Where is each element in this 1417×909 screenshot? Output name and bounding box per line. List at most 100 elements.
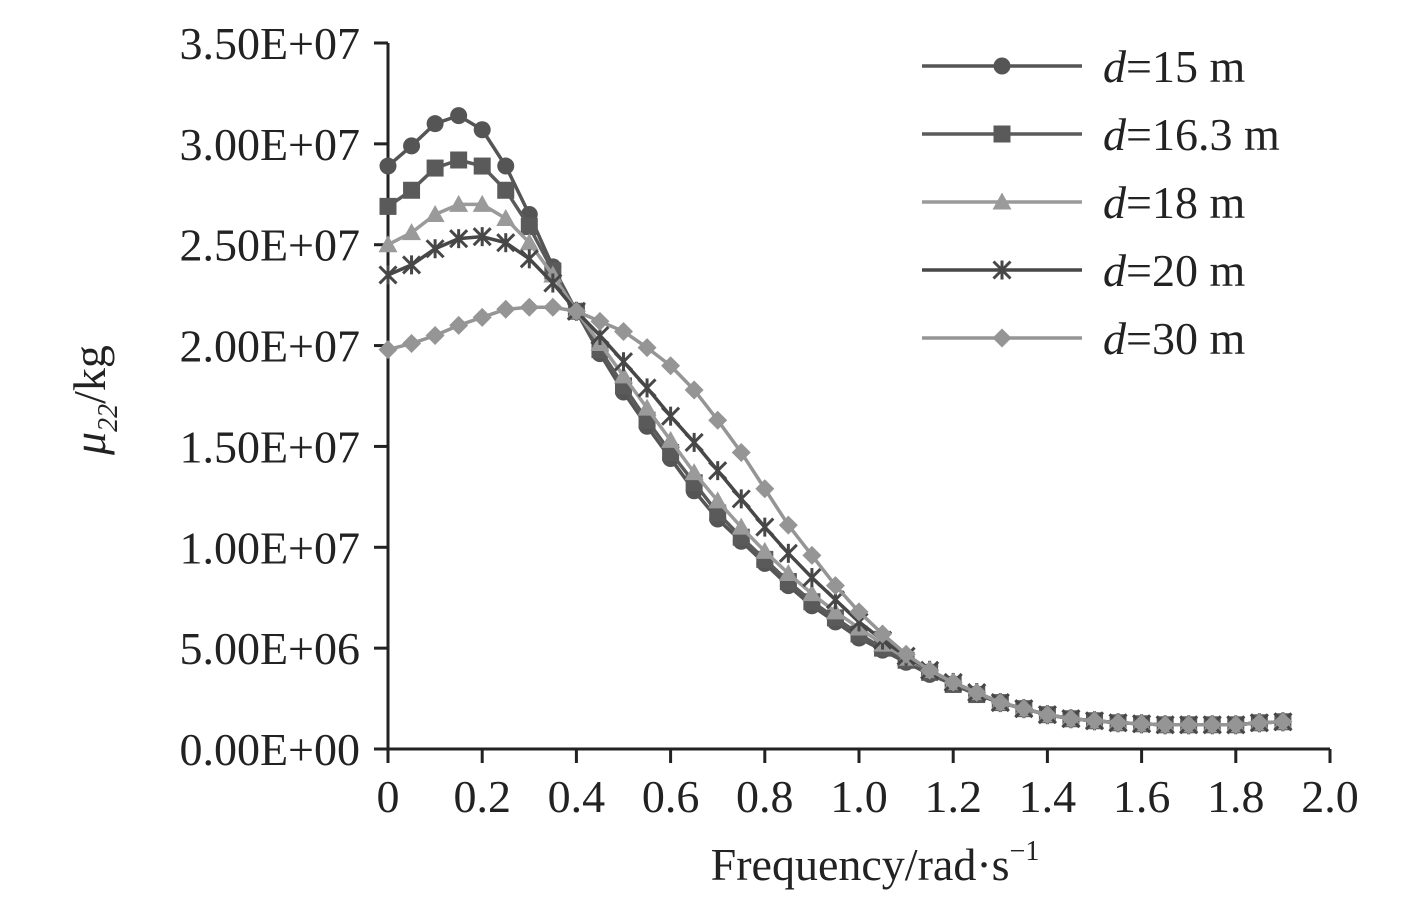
x-axis-title: Frequency/rad·s−1 — [711, 836, 1040, 890]
data-point — [378, 340, 398, 360]
y-tick-label: 2.50E+07 — [179, 220, 360, 271]
y-tick-label: 1.00E+07 — [179, 522, 360, 573]
x-tick-label: 1.0 — [830, 771, 888, 822]
data-point — [379, 197, 397, 215]
data-point — [425, 239, 445, 259]
data-point — [943, 672, 963, 692]
data-point — [1226, 715, 1246, 735]
data-point — [519, 297, 539, 317]
legend-label-var: d — [1103, 109, 1127, 160]
data-point — [778, 564, 798, 582]
data-point — [1014, 699, 1034, 719]
data-point — [1108, 713, 1128, 733]
data-point — [708, 461, 728, 481]
data-point — [614, 321, 633, 341]
data-point — [496, 233, 516, 253]
y-axis-title-unit: /kg — [64, 345, 115, 404]
y-tick-label: 3.50E+07 — [179, 18, 360, 69]
legend-label-var: d — [1103, 245, 1127, 296]
data-point — [426, 115, 444, 133]
data-point — [426, 159, 444, 177]
data-point — [402, 223, 422, 241]
data-point — [519, 233, 539, 251]
data-point — [613, 352, 634, 372]
y-tick-label: 2.00E+07 — [179, 321, 360, 372]
data-point — [378, 235, 398, 253]
series-square — [379, 151, 1292, 734]
data-point — [755, 517, 775, 537]
legend-item: d=15 m — [922, 41, 1245, 92]
chart-legend: d=15 md=16.3 md=18 md=20 md=30 m — [922, 41, 1280, 364]
legend-marker — [992, 328, 1012, 348]
data-point — [825, 576, 845, 596]
x-tick-label: 0.8 — [736, 771, 794, 822]
data-point — [661, 430, 681, 448]
data-point — [1132, 714, 1152, 734]
y-tick-label: 3.00E+07 — [179, 119, 360, 170]
legend-label: d=30 m — [1103, 313, 1245, 364]
x-tick-label: 2.0 — [1301, 771, 1359, 822]
data-point — [497, 181, 515, 199]
data-point — [614, 366, 633, 384]
data-point — [378, 265, 398, 285]
legend-label-value: =16.3 m — [1126, 109, 1280, 160]
data-point — [1179, 715, 1199, 735]
legend-label-var: d — [1103, 177, 1127, 228]
legend-label-value: =20 m — [1126, 245, 1245, 296]
data-point — [473, 157, 491, 175]
data-point — [802, 584, 822, 602]
data-point — [472, 307, 492, 327]
series-line — [387, 305, 1283, 727]
data-point — [802, 567, 822, 588]
data-point — [472, 227, 492, 247]
data-point — [1273, 712, 1293, 732]
chart-series-layer — [378, 107, 1293, 735]
data-point — [520, 218, 538, 236]
data-point — [825, 602, 845, 620]
data-point — [449, 315, 469, 335]
data-point — [472, 194, 492, 212]
data-point — [731, 517, 751, 535]
x-axis-title-sup: −1 — [1010, 836, 1040, 867]
y-tick-label: 0.00E+00 — [179, 724, 360, 775]
data-point — [1155, 715, 1175, 735]
data-point — [684, 380, 704, 400]
data-point — [802, 545, 822, 565]
legend-item: d=20 m — [922, 245, 1245, 296]
legend-label-value: =15 m — [1126, 41, 1245, 92]
data-point — [778, 515, 798, 535]
data-point — [401, 255, 422, 275]
data-point — [684, 463, 704, 481]
data-point — [967, 683, 987, 703]
y-axis-title-symbol: μ — [64, 432, 115, 456]
data-point — [379, 157, 397, 175]
legend-item: d=18 m — [922, 177, 1245, 228]
data-point — [519, 249, 539, 269]
legend-marker — [993, 57, 1011, 75]
data-point — [497, 157, 515, 175]
data-point — [566, 301, 586, 321]
x-tick-label: 1.8 — [1207, 771, 1265, 822]
legend-label: d=18 m — [1103, 177, 1245, 228]
legend-label: d=15 m — [1103, 41, 1245, 92]
legend-item: d=16.3 m — [922, 109, 1280, 160]
data-point — [496, 208, 516, 226]
legend-label-value: =18 m — [1126, 177, 1245, 228]
data-point — [708, 410, 728, 430]
data-point — [661, 406, 681, 426]
data-point — [403, 181, 421, 199]
legend-marker — [992, 192, 1012, 210]
data-point — [709, 504, 727, 522]
data-point — [896, 644, 916, 664]
data-point — [1202, 715, 1222, 735]
y-tick-label: 5.00E+06 — [179, 623, 360, 674]
data-point — [1249, 713, 1269, 733]
x-tick-label: 1.2 — [924, 771, 982, 822]
legend-label-value: =30 m — [1126, 313, 1245, 364]
data-point — [449, 194, 469, 212]
data-point — [496, 299, 516, 319]
data-point — [637, 338, 657, 358]
x-tick-label: 0 — [377, 771, 400, 822]
series-line — [387, 234, 1283, 727]
legend-marker — [993, 125, 1011, 143]
